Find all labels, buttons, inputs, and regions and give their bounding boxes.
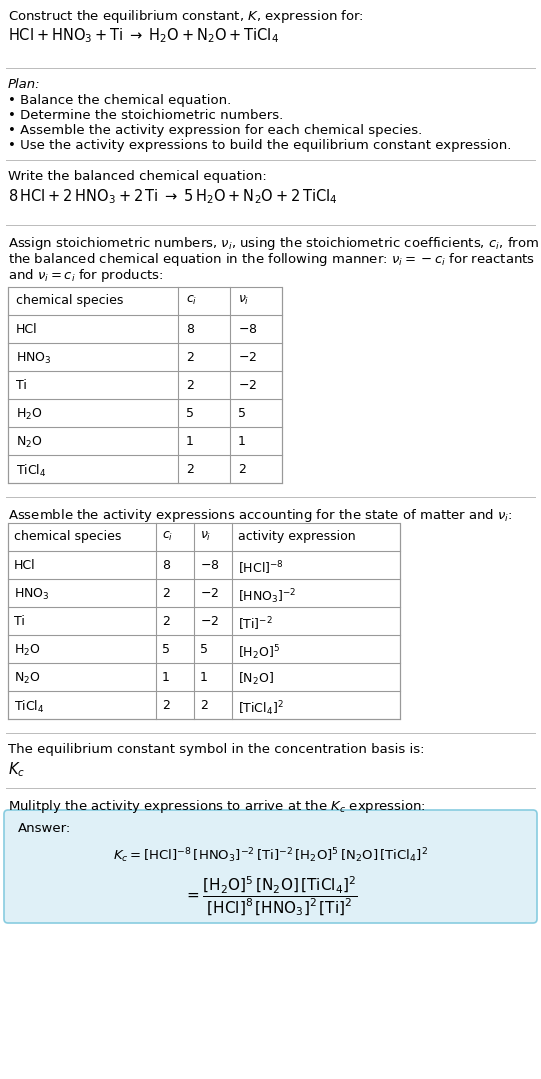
- Text: 5: 5: [200, 643, 208, 656]
- Bar: [8, 523, 400, 719]
- Text: $\mathrm{H_2O}$: $\mathrm{H_2O}$: [16, 407, 43, 422]
- Text: 1: 1: [238, 435, 246, 448]
- Text: $\mathrm{N_2O}$: $\mathrm{N_2O}$: [16, 435, 43, 450]
- Text: $-2$: $-2$: [200, 587, 219, 600]
- Text: $c_i$: $c_i$: [162, 530, 173, 543]
- Text: 1: 1: [186, 435, 194, 448]
- Text: $[\mathrm{N_2O}]$: $[\mathrm{N_2O}]$: [238, 671, 274, 687]
- Text: 5: 5: [162, 643, 170, 656]
- Text: Plan:: Plan:: [8, 78, 41, 91]
- Text: 2: 2: [200, 699, 208, 712]
- Text: 5: 5: [186, 407, 194, 420]
- Text: $-2$: $-2$: [238, 351, 257, 364]
- Text: Construct the equilibrium constant, $K$, expression for:: Construct the equilibrium constant, $K$,…: [8, 8, 364, 25]
- Text: 2: 2: [186, 463, 194, 476]
- Text: Ti: Ti: [14, 615, 25, 628]
- Text: 2: 2: [162, 615, 170, 628]
- Text: 2: 2: [238, 463, 246, 476]
- Text: HCl: HCl: [16, 323, 38, 336]
- Text: $\nu_i$: $\nu_i$: [238, 293, 249, 308]
- Text: and $\nu_i = c_i$ for products:: and $\nu_i = c_i$ for products:: [8, 267, 163, 284]
- Text: 1: 1: [162, 671, 170, 684]
- Text: 2: 2: [162, 699, 170, 712]
- Text: HCl: HCl: [14, 559, 36, 572]
- Text: 5: 5: [238, 407, 246, 420]
- Text: $c_i$: $c_i$: [186, 293, 197, 308]
- Text: $\mathrm{HCl + HNO_3 + Ti} \;\rightarrow\; \mathrm{H_2O + N_2O + TiCl_4}$: $\mathrm{HCl + HNO_3 + Ti} \;\rightarrow…: [8, 26, 279, 44]
- Text: • Determine the stoichiometric numbers.: • Determine the stoichiometric numbers.: [8, 109, 283, 122]
- Text: $-8$: $-8$: [200, 559, 220, 572]
- Text: $= \dfrac{[\mathrm{H_2O}]^{5}\,[\mathrm{N_2O}]\,[\mathrm{TiCl_4}]^{2}}{[\mathrm{: $= \dfrac{[\mathrm{H_2O}]^{5}\,[\mathrm{…: [183, 874, 358, 917]
- Text: $\mathrm{H_2O}$: $\mathrm{H_2O}$: [14, 643, 41, 658]
- Text: the balanced chemical equation in the following manner: $\nu_i = -c_i$ for react: the balanced chemical equation in the fo…: [8, 251, 535, 268]
- Text: $\mathrm{TiCl_4}$: $\mathrm{TiCl_4}$: [14, 699, 44, 715]
- Text: chemical species: chemical species: [16, 293, 123, 308]
- Text: $[\mathrm{HCl}]^{-8}$: $[\mathrm{HCl}]^{-8}$: [238, 559, 284, 576]
- Text: Mulitply the activity expressions to arrive at the $K_c$ expression:: Mulitply the activity expressions to arr…: [8, 798, 426, 815]
- Text: $\mathrm{8\,HCl + 2\,HNO_3 + 2\,Ti} \;\rightarrow\; \mathrm{5\,H_2O + N_2O + 2\,: $\mathrm{8\,HCl + 2\,HNO_3 + 2\,Ti} \;\r…: [8, 187, 338, 206]
- FancyBboxPatch shape: [4, 810, 537, 923]
- Text: 1: 1: [200, 671, 208, 684]
- Text: Answer:: Answer:: [18, 822, 71, 835]
- Text: $K_c = [\mathrm{HCl}]^{-8}\,[\mathrm{HNO_3}]^{-2}\,[\mathrm{Ti}]^{-2}\,[\mathrm{: $K_c = [\mathrm{HCl}]^{-8}\,[\mathrm{HNO…: [113, 846, 428, 864]
- Text: Assign stoichiometric numbers, $\nu_i$, using the stoichiometric coefficients, $: Assign stoichiometric numbers, $\nu_i$, …: [8, 235, 539, 252]
- Text: $[\mathrm{Ti}]^{-2}$: $[\mathrm{Ti}]^{-2}$: [238, 615, 273, 632]
- Text: $\mathrm{TiCl_4}$: $\mathrm{TiCl_4}$: [16, 463, 47, 479]
- Text: • Balance the chemical equation.: • Balance the chemical equation.: [8, 94, 231, 107]
- Text: $\nu_i$: $\nu_i$: [200, 530, 212, 543]
- Text: $K_c$: $K_c$: [8, 760, 25, 779]
- Text: $\mathrm{HNO_3}$: $\mathrm{HNO_3}$: [16, 351, 51, 366]
- Text: $[\mathrm{TiCl_4}]^{2}$: $[\mathrm{TiCl_4}]^{2}$: [238, 699, 284, 718]
- Text: $[\mathrm{H_2O}]^{5}$: $[\mathrm{H_2O}]^{5}$: [238, 643, 280, 661]
- Text: 8: 8: [186, 323, 194, 336]
- Text: $[\mathrm{HNO_3}]^{-2}$: $[\mathrm{HNO_3}]^{-2}$: [238, 587, 296, 605]
- Text: Ti: Ti: [16, 379, 27, 392]
- Text: $-2$: $-2$: [238, 379, 257, 392]
- Text: $\mathrm{N_2O}$: $\mathrm{N_2O}$: [14, 671, 41, 686]
- Text: $-2$: $-2$: [200, 615, 219, 628]
- Text: $-8$: $-8$: [238, 323, 258, 336]
- Text: Assemble the activity expressions accounting for the state of matter and $\nu_i$: Assemble the activity expressions accoun…: [8, 507, 513, 524]
- Text: 2: 2: [162, 587, 170, 600]
- Text: 2: 2: [186, 351, 194, 364]
- Text: $\mathrm{HNO_3}$: $\mathrm{HNO_3}$: [14, 587, 50, 602]
- Text: • Use the activity expressions to build the equilibrium constant expression.: • Use the activity expressions to build …: [8, 139, 511, 152]
- Text: chemical species: chemical species: [14, 530, 121, 543]
- Text: Write the balanced chemical equation:: Write the balanced chemical equation:: [8, 170, 267, 183]
- Text: The equilibrium constant symbol in the concentration basis is:: The equilibrium constant symbol in the c…: [8, 743, 425, 756]
- Text: activity expression: activity expression: [238, 530, 355, 543]
- Text: • Assemble the activity expression for each chemical species.: • Assemble the activity expression for e…: [8, 124, 422, 137]
- Bar: [8, 287, 282, 483]
- Text: 8: 8: [162, 559, 170, 572]
- Text: 2: 2: [186, 379, 194, 392]
